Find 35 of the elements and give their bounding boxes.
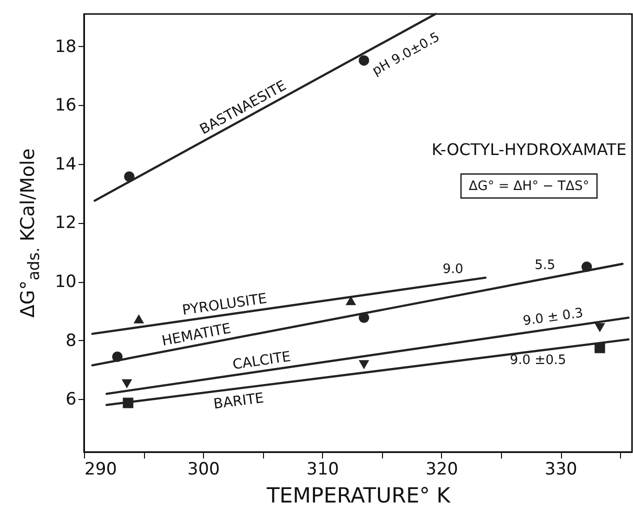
point [581,262,592,272]
point [358,55,370,66]
y-tick-label: 18 [54,36,76,57]
annotation: 9.0 ±0.5 [510,353,566,368]
point [358,360,370,370]
annotation: 5.5 [534,258,556,273]
x-tick-label: 320 [426,460,458,480]
point [112,352,123,362]
y-tick-label: 10 [54,272,76,292]
text: HEMATITE [160,320,232,350]
point [594,323,606,332]
y-tick-label: 14 [54,154,76,174]
x-tick-label: 330 [544,460,578,480]
point [122,379,132,388]
text: CALCITE [232,348,292,374]
point [134,314,144,324]
y-tick-label: 16 [54,96,76,116]
y-tick-label: 8 [66,330,76,351]
text: BARITE [212,390,265,413]
x-axis-title: TEMPERATURE° K [266,484,452,508]
y-tick-label: 12 [54,213,76,234]
text: PYROLUSITE [181,290,268,319]
x-tick-label: 300 [187,460,220,480]
text: K-OCTYL-HYDROXAMATE [432,140,626,159]
point [358,312,370,323]
point [122,398,134,408]
y-tick-label: 6 [66,390,76,410]
x-tick-label: 290 [84,460,117,480]
annotation: ΔG° = ΔH° − TΔS° [468,179,590,194]
x-tick-label: 310 [306,460,339,480]
annotation: 9.0 [442,262,464,277]
point [124,171,135,182]
annotation: 9.0 ± 0.3 [522,306,584,330]
point [346,296,356,306]
point [594,342,606,354]
